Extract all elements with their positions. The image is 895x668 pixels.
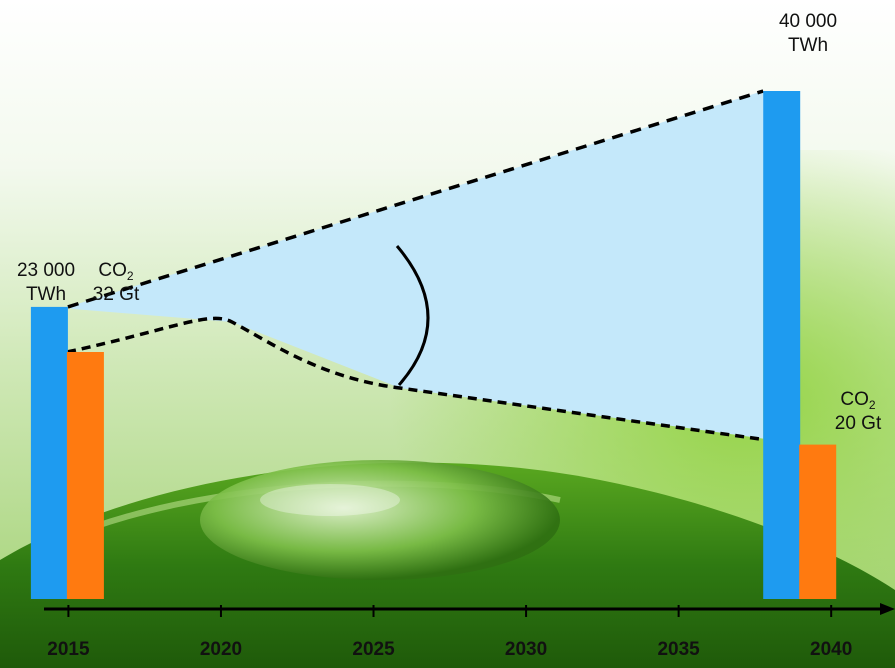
label-co2-2040: CO2 20 Gt [822, 388, 894, 436]
x-tick-label-2015: 2015 [47, 639, 90, 660]
label-value: 23 000 [16, 260, 76, 281]
x-tick-label-2040: 2040 [810, 639, 852, 660]
forecast-range-area [67, 91, 764, 439]
label-unit: TWh [787, 35, 829, 56]
label-co2-name: CO2 [98, 260, 134, 283]
range-arc [395, 245, 430, 386]
x-tick-label-2025: 2025 [352, 639, 395, 660]
label-co2-2015: CO2 32 Gt [80, 259, 152, 307]
label-electricity-2040: 40 000 TWh [762, 10, 854, 58]
x-tick-label-2030: 2030 [505, 639, 547, 660]
co2-bar-2015 [66, 352, 104, 599]
x-tick-label-2035: 2035 [657, 639, 700, 660]
electricity-bar-2015 [30, 306, 68, 599]
label-value: 32 Gt [92, 284, 140, 305]
electricity-bar-2039 [763, 91, 801, 599]
electricity-trend-line [67, 89, 764, 309]
x-tick-label-2020: 2020 [200, 639, 242, 660]
co2-trend-line [66, 316, 800, 447]
label-electricity-2015: 23 000 TWh [4, 259, 88, 307]
label-value: 40 000 [778, 11, 838, 32]
label-co2-name: CO2 [840, 389, 876, 412]
co2-bar-2039 [799, 444, 837, 599]
x-axis-arrow [880, 603, 895, 615]
label-unit: TWh [25, 284, 67, 305]
label-value: 20 Gt [834, 413, 882, 434]
